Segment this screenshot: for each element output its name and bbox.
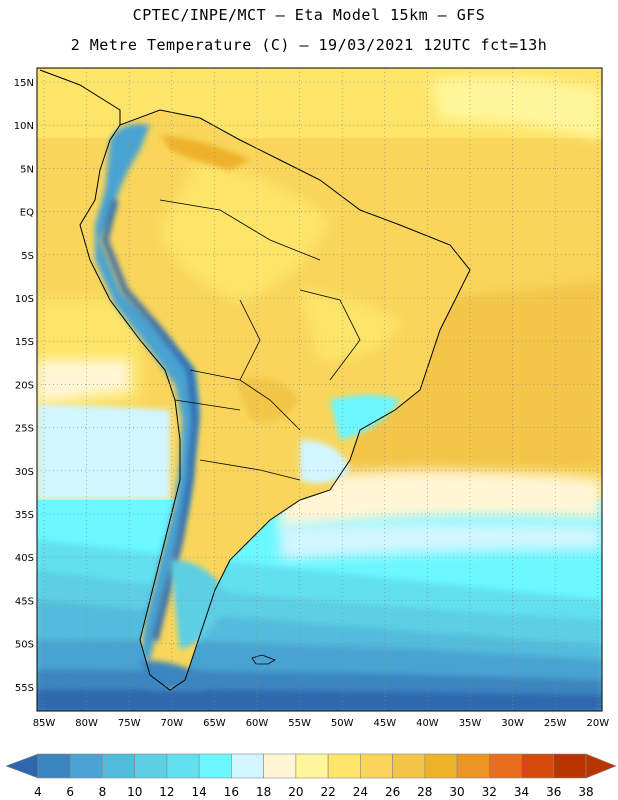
colorbar-swatch	[424, 753, 458, 779]
lat-label: 5S	[21, 251, 34, 262]
lat-label: EQ	[20, 208, 34, 219]
lon-label: 80W	[75, 718, 98, 729]
lat-label: 25S	[15, 424, 34, 435]
colorbar-swatch	[360, 753, 393, 779]
colorbar-swatch	[521, 753, 555, 779]
latitude-labels: 15N 10N 5N EQ 5S 10S 15S 20S 25S 30S 35S 40S 45S 50S 5…	[14, 78, 34, 694]
colorbar-swatch	[37, 753, 71, 779]
lon-label: 25W	[544, 718, 567, 729]
colorbar-label: 12	[159, 785, 174, 799]
colorbar-label: 30	[449, 785, 464, 799]
lon-label: 70W	[160, 718, 183, 729]
lat-label: 15S	[15, 337, 34, 348]
lon-label: 40W	[416, 718, 439, 729]
colorbar-label: 18	[256, 785, 271, 799]
colorbar-label: 16	[224, 785, 239, 799]
andes-cold-ridge	[95, 124, 200, 660]
colorbar-swatch	[295, 753, 329, 779]
lat-label: 45S	[15, 596, 34, 607]
map-title: CPTEC/INPE/MCT – Eta Model 15km – GFS	[132, 6, 486, 24]
lat-label: 50S	[15, 640, 34, 651]
colorbar-swatch	[134, 753, 168, 779]
colorbar-label: 6	[66, 785, 74, 799]
colorbar-swatch	[327, 753, 361, 779]
colorbar-swatch	[198, 753, 232, 779]
colorbar-label: 28	[417, 785, 432, 799]
lat-label: 20S	[15, 380, 34, 391]
coastline	[79, 109, 471, 691]
colorbar-left-arrow	[5, 753, 39, 779]
colorbar-swatch	[102, 753, 136, 779]
lat-label: 55S	[15, 683, 34, 694]
lon-label: 65W	[203, 718, 226, 729]
longitude-labels: 85W 80W 75W 70W 65W 60W 55W 50W 45W 40W 35W 30W 25W 2…	[33, 718, 610, 729]
colorbar-swatch	[456, 753, 490, 779]
lon-label: 60W	[246, 718, 269, 729]
colorbar-labels: 4 6 8 10 12 14 16 18 20 22 24 26 28 30 32 34 36 38	[34, 785, 593, 799]
colorbar-label: 10	[127, 785, 142, 799]
colorbar-label: 22	[320, 785, 335, 799]
lat-label: 40S	[15, 553, 34, 564]
colorbar-swatch	[231, 753, 264, 779]
central-america-coast	[39, 69, 121, 125]
lat-label: 15N	[14, 78, 34, 89]
lat-label: 5N	[20, 164, 34, 175]
lat-label: 35S	[15, 510, 34, 521]
lon-label: 55W	[288, 718, 311, 729]
falkland-islands	[251, 654, 276, 665]
map-frame	[36, 67, 603, 712]
colorbar-swatch	[392, 753, 426, 779]
colorbar-label: 20	[288, 785, 303, 799]
colorbar-swatch	[553, 753, 587, 779]
colorbar-label: 36	[546, 785, 561, 799]
lat-label: 10N	[14, 121, 34, 132]
lon-label: 35W	[459, 718, 482, 729]
colorbar-label: 34	[514, 785, 529, 799]
colorbar-swatch	[488, 753, 522, 779]
colorbar-label: 26	[385, 785, 400, 799]
colorbar-label: 38	[578, 785, 593, 799]
lon-label: 45W	[373, 718, 396, 729]
temperature-colorbar	[5, 753, 617, 779]
country-borders	[159, 199, 361, 481]
colorbar-swatch	[69, 753, 103, 779]
colorbar-label: 8	[99, 785, 107, 799]
lon-label: 85W	[33, 718, 56, 729]
colorbar-swatch	[166, 753, 200, 779]
colorbar-label: 4	[34, 785, 42, 799]
lon-label: 50W	[331, 718, 354, 729]
temperature-field	[37, 68, 602, 711]
lon-label: 30W	[501, 718, 524, 729]
lat-label: 30S	[15, 467, 34, 478]
colorbar-label: 14	[192, 785, 207, 799]
lon-label: 75W	[118, 718, 141, 729]
lon-label: 20W	[586, 718, 609, 729]
colorbar-label: 32	[482, 785, 497, 799]
colorbar-label: 24	[353, 785, 368, 799]
colorbar-right-arrow	[585, 753, 617, 779]
lat-label: 10S	[15, 294, 34, 305]
map-subtitle: 2 Metre Temperature (C) – 19/03/2021 12U…	[70, 36, 548, 54]
colorbar-swatch	[263, 753, 297, 779]
